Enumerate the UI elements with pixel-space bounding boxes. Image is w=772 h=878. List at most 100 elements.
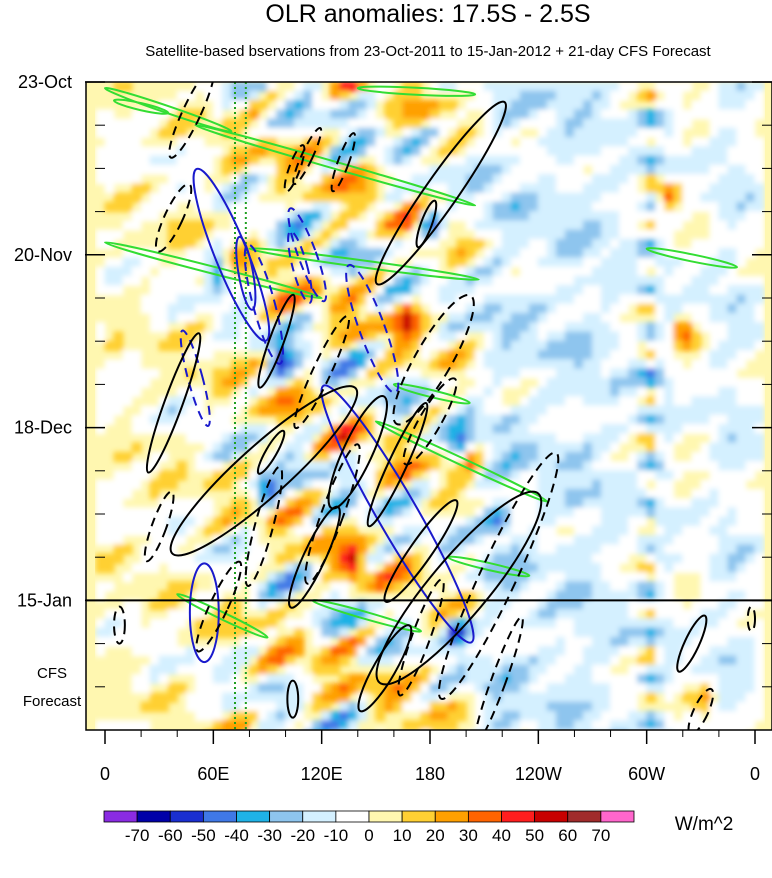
colorbar-swatch-14 bbox=[567, 810, 602, 823]
kelvin-contour-6 bbox=[645, 247, 738, 269]
er-contour-29 bbox=[154, 182, 193, 253]
colorbar-label-10: 30 bbox=[459, 826, 478, 845]
er-contour-25 bbox=[687, 687, 715, 730]
reference-lines bbox=[234, 82, 247, 730]
colorbar-label-14: 70 bbox=[591, 826, 610, 845]
kelvin-contour-10 bbox=[176, 592, 269, 639]
mjo-contours bbox=[179, 167, 475, 664]
kelvin-contour-2 bbox=[194, 124, 477, 207]
er-contour-0 bbox=[374, 100, 507, 286]
colorbar-swatch-1 bbox=[136, 810, 171, 823]
colorbar-swatch-15 bbox=[600, 810, 635, 823]
x-tick-label-3: 180 bbox=[415, 764, 445, 784]
colorbar-swatch-3 bbox=[202, 810, 237, 823]
colorbar-swatch-5 bbox=[269, 810, 304, 823]
x-tick-label-0: 0 bbox=[100, 764, 110, 784]
er-contour-13 bbox=[676, 614, 708, 673]
mjo-contour-4 bbox=[188, 562, 220, 664]
olr-anomaly-field bbox=[95, 82, 765, 730]
colorbar-swatch-12 bbox=[501, 810, 536, 823]
chart-title: OLR anomalies: 17.5S - 2.5S bbox=[265, 0, 590, 28]
er-contour-2 bbox=[257, 293, 296, 389]
kelvin-contour-3 bbox=[356, 85, 477, 97]
plot-frame bbox=[85, 81, 772, 731]
colorbar-swatch-13 bbox=[534, 810, 569, 823]
mjo-contour-6 bbox=[287, 230, 313, 304]
colorbar-swatch-2 bbox=[169, 810, 204, 823]
kelvin-contour-1 bbox=[113, 98, 170, 115]
er-contour-24 bbox=[195, 560, 243, 653]
y-tick-label-1: 20-Nov bbox=[14, 245, 72, 265]
er-contour-30 bbox=[113, 605, 126, 645]
er-contours bbox=[113, 82, 757, 730]
colorbar-label-2: -50 bbox=[191, 826, 216, 845]
er-contour-19 bbox=[244, 465, 284, 588]
colorbar-swatch-4 bbox=[236, 810, 271, 823]
plot-area bbox=[86, 82, 772, 730]
mjo-contour-7 bbox=[345, 263, 400, 394]
er-contour-11 bbox=[286, 679, 300, 719]
colorbar: -70 -60 -50 -40 -30 -20 -10 0 10 20 30 40 50 60 70 bbox=[103, 810, 635, 845]
er-contour-31 bbox=[746, 605, 757, 633]
er-contour-21 bbox=[392, 293, 475, 426]
er-contour-3 bbox=[145, 332, 202, 474]
colorbar-units: W/m^2 bbox=[675, 814, 734, 835]
colorbar-label-13: 60 bbox=[558, 826, 577, 845]
x-tick-label-6: 0 bbox=[750, 764, 760, 784]
colorbar-label-7: 0 bbox=[364, 826, 373, 845]
colorbar-swatch-6 bbox=[302, 810, 337, 823]
mjo-contour-1 bbox=[243, 243, 284, 365]
er-contour-5 bbox=[256, 429, 286, 475]
colorbar-swatch-7 bbox=[335, 810, 370, 823]
colorbar-label-12: 50 bbox=[525, 826, 544, 845]
er-contour-20 bbox=[293, 314, 351, 430]
forecast-label-line-1: CFS bbox=[37, 665, 67, 682]
y-tick-label-3: 15-Jan bbox=[17, 590, 72, 610]
er-contour-14 bbox=[292, 126, 323, 186]
colorbar-label-11: 40 bbox=[492, 826, 511, 845]
er-contour-28 bbox=[168, 82, 216, 159]
colorbar-label-3: -40 bbox=[224, 826, 249, 845]
kelvin-contour-4 bbox=[103, 241, 323, 300]
axes: 23-Oct 20-Nov 18-Dec 15-Jan 0 60E 120E 180 120W 6… bbox=[14, 72, 772, 784]
kelvin-contour-5 bbox=[248, 247, 480, 281]
colorbar-swatch-0 bbox=[103, 810, 138, 823]
mjo-contour-2 bbox=[235, 235, 257, 311]
mjo-contour-8 bbox=[179, 329, 211, 427]
er-contour-18 bbox=[304, 443, 361, 585]
mjo-contour-3 bbox=[320, 384, 475, 644]
x-tick-label-2: 120E bbox=[301, 764, 343, 784]
x-tick-label-5: 60W bbox=[628, 764, 665, 784]
y-tick-label-2: 18-Dec bbox=[14, 418, 72, 438]
colorbar-label-8: 10 bbox=[393, 826, 412, 845]
er-contour-15 bbox=[330, 132, 357, 193]
mjo-contour-5 bbox=[287, 207, 328, 303]
er-contour-7 bbox=[366, 401, 429, 528]
y-tick-label-0: 23-Oct bbox=[18, 72, 72, 92]
er-contour-17 bbox=[437, 451, 560, 701]
colorbar-label-4: -30 bbox=[257, 826, 282, 845]
x-tick-label-4: 120W bbox=[515, 764, 562, 784]
colorbar-swatch-9 bbox=[401, 810, 436, 823]
forecast-label-line-2: Forecast bbox=[23, 693, 82, 710]
er-contour-22 bbox=[402, 377, 458, 466]
colorbar-swatch-8 bbox=[368, 810, 403, 823]
er-contour-8 bbox=[375, 490, 543, 686]
er-contour-27 bbox=[143, 490, 175, 563]
chart-subtitle: Satellite-based bservations from 23-Oct-… bbox=[145, 43, 711, 60]
x-tick-label-1: 60E bbox=[197, 764, 229, 784]
er-contour-12 bbox=[357, 624, 413, 713]
colorbar-label-6: -10 bbox=[324, 826, 349, 845]
colorbar-swatch-11 bbox=[467, 810, 502, 823]
colorbar-swatch-10 bbox=[434, 810, 469, 823]
colorbar-label-1: -60 bbox=[158, 826, 183, 845]
colorbar-label-0: -70 bbox=[125, 826, 150, 845]
er-contour-1 bbox=[415, 199, 438, 249]
er-contour-26 bbox=[473, 615, 524, 730]
colorbar-label-9: 20 bbox=[426, 826, 445, 845]
colorbar-label-5: -20 bbox=[290, 826, 315, 845]
forecast-label: CFS Forecast bbox=[23, 665, 82, 710]
er-contour-16 bbox=[283, 144, 306, 193]
er-contour-10 bbox=[383, 499, 459, 603]
